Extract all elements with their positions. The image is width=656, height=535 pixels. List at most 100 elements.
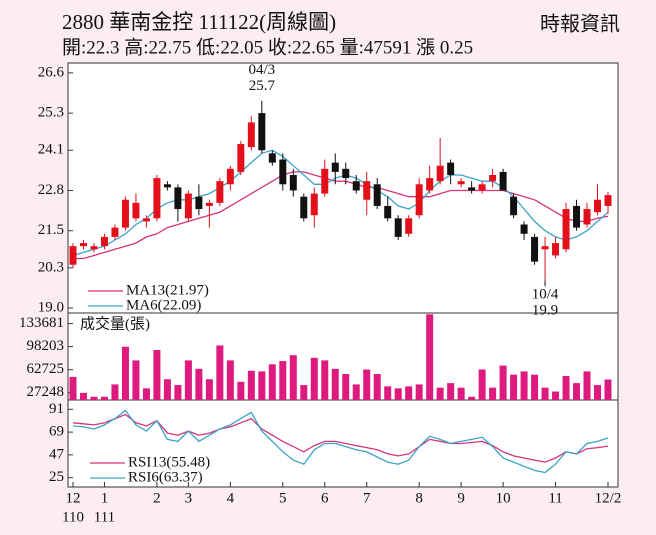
- candle-body: [394, 218, 402, 237]
- annotation-date: 10/4: [532, 287, 559, 303]
- bar: [499, 365, 507, 400]
- candle-body: [489, 175, 497, 182]
- x-tick-label: 4: [227, 490, 235, 506]
- annotation-value: 25.7: [249, 78, 276, 94]
- y-tick-label: 47: [49, 446, 65, 462]
- legend-label: RSI6(63.37): [128, 469, 203, 485]
- candle-body: [237, 144, 245, 172]
- x-tick-label: 8: [415, 490, 423, 506]
- x-tick-label: 9: [457, 490, 465, 506]
- legend-label: RSI13(55.48): [128, 454, 210, 470]
- candle-body: [121, 199, 129, 228]
- candle-body: [583, 209, 591, 225]
- candle-body: [352, 181, 360, 191]
- bar: [405, 386, 413, 400]
- candle-body: [226, 168, 234, 185]
- chart-title: 2880 華南金控 111122(周線圖): [62, 10, 336, 34]
- candle-body: [79, 243, 87, 247]
- line: [72, 409, 609, 474]
- bar: [153, 350, 161, 400]
- bar: [100, 396, 108, 400]
- y-tick-label: 22.8: [38, 182, 64, 198]
- bar: [268, 364, 276, 400]
- year-label: 111: [94, 509, 115, 525]
- candle-body: [331, 162, 339, 172]
- bar: [457, 387, 465, 400]
- bar: [384, 386, 392, 400]
- candle-body: [562, 209, 570, 250]
- candle-body: [499, 171, 507, 191]
- x-tick-label: 1: [101, 490, 109, 506]
- bar: [226, 360, 234, 400]
- y-tick-label: 133681: [19, 315, 64, 331]
- candle-body: [132, 202, 140, 219]
- bar: [394, 388, 402, 400]
- bar: [541, 387, 549, 400]
- legend-label: MA13(21.97): [126, 282, 209, 298]
- candle-body: [594, 199, 602, 213]
- candle-body: [510, 196, 518, 216]
- bar: [562, 375, 570, 400]
- bar: [216, 345, 224, 400]
- candle-body: [90, 246, 98, 250]
- candle-body: [100, 236, 108, 247]
- candle-body: [216, 181, 224, 203]
- bar: [174, 385, 182, 400]
- candle-body: [205, 202, 213, 206]
- x-tick-label: 6: [321, 490, 329, 506]
- candle-body: [520, 224, 528, 234]
- candle-body: [268, 153, 276, 163]
- candle-body: [174, 187, 182, 210]
- candle-body: [604, 195, 612, 206]
- bar: [258, 371, 266, 400]
- bar: [583, 371, 591, 400]
- bar: [79, 392, 87, 400]
- candle-body: [405, 218, 413, 234]
- annotation-value: 19.9: [532, 303, 558, 319]
- x-tick-label: 12: [66, 490, 81, 506]
- bar: [573, 383, 581, 400]
- x-tick-label: 7: [363, 490, 371, 506]
- y-tick-label: 98203: [27, 338, 65, 354]
- x-tick-label: 10: [496, 490, 511, 506]
- candle-body: [342, 168, 350, 179]
- candle-body: [468, 187, 476, 191]
- bar: [468, 396, 476, 400]
- candle-body: [436, 165, 444, 182]
- x-tick-label: 11: [548, 490, 562, 506]
- bar: [489, 387, 497, 400]
- bar: [289, 355, 297, 400]
- candle-body: [195, 196, 203, 210]
- bar: [195, 368, 203, 400]
- candle-body: [457, 181, 465, 185]
- bar: [531, 374, 539, 400]
- candle-body: [384, 205, 392, 219]
- panel: [67, 62, 619, 314]
- year-label: 110: [62, 509, 84, 525]
- candle-body: [363, 181, 371, 200]
- y-tick-label: 27248: [27, 384, 65, 400]
- bar: [132, 360, 140, 400]
- bar: [478, 369, 486, 400]
- line: [73, 171, 609, 260]
- x-tick-label: 3: [185, 490, 193, 506]
- legend-label: MA6(22.09): [126, 297, 201, 313]
- bar: [247, 370, 255, 400]
- y-tick-label: 21.5: [38, 222, 64, 238]
- panel-title: 成交量(張): [80, 314, 150, 332]
- bar: [604, 379, 612, 400]
- y-tick-label: 20.3: [38, 259, 64, 275]
- candle-body: [69, 246, 77, 265]
- candle-body: [111, 227, 119, 237]
- candle-body: [531, 236, 539, 262]
- subtitle: 開:22.3 高:22.75 低:22.05 收:22.65 量:47591 漲…: [62, 36, 473, 58]
- bar: [321, 360, 329, 400]
- candle-body: [426, 178, 434, 191]
- bar: [90, 396, 98, 400]
- candle-body: [142, 218, 150, 222]
- bar: [447, 383, 455, 400]
- candle-body: [300, 196, 308, 219]
- bar: [520, 371, 528, 400]
- candle-body: [552, 243, 560, 256]
